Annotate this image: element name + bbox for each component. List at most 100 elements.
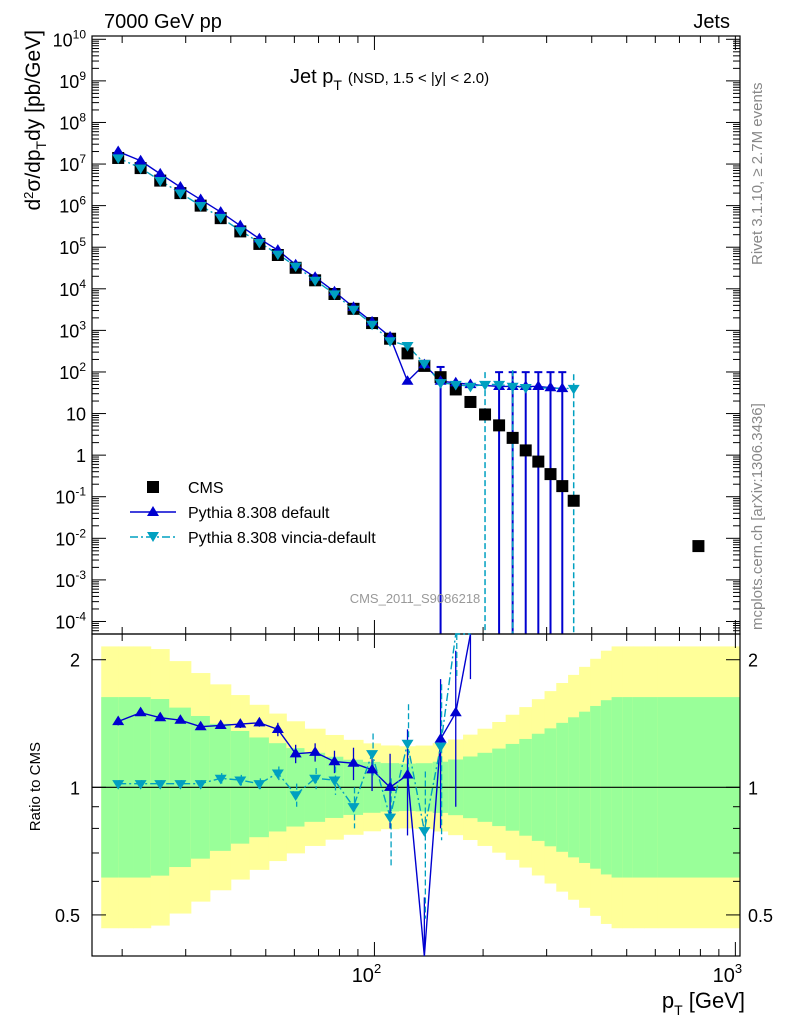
pythia-vincia-marker [154, 176, 167, 187]
cms-marker [519, 444, 532, 457]
pythia-default-marker [134, 154, 147, 165]
cms-marker [401, 347, 414, 360]
ratio-vincia-marker [384, 813, 397, 824]
legend-label-pythia: Pythia 8.308 default [188, 505, 330, 522]
ratio-pythia-marker [309, 746, 322, 756]
pythia-vincia-marker [449, 380, 462, 391]
ratio-pythia-marker [154, 711, 167, 722]
ratio-vincia-marker [418, 827, 431, 837]
ratio-pythia-marker [384, 781, 397, 791]
y-axis-label: d2σ/dpTdy [pb/GeV] [21, 30, 49, 211]
y-tick-label: 10-1 [55, 485, 86, 508]
y-tick-label: 10-3 [55, 568, 86, 591]
legend-marker-cms [147, 481, 159, 493]
ratio-pythia-marker [347, 757, 360, 767]
cms-marker [532, 455, 545, 468]
ratio-pythia-marker [253, 716, 266, 727]
pythia-default-marker [401, 375, 414, 385]
pythia-vincia-marker [234, 227, 247, 237]
pythia-vincia-marker [567, 384, 580, 395]
cms-marker [479, 408, 492, 421]
y-tick-label: 106 [59, 194, 86, 217]
pythia-vincia-marker [519, 384, 532, 394]
pythia-default-marker [194, 193, 207, 204]
pythia-default-marker [556, 382, 569, 393]
pythia-vincia-marker [289, 262, 302, 273]
ratio-vincia-marker [214, 774, 227, 785]
pythia-vincia-marker [493, 380, 506, 391]
pythia-default-marker [154, 167, 167, 178]
pythia-default-marker [544, 381, 557, 392]
pythia-vincia-marker [434, 379, 447, 389]
ratio-vincia-marker [253, 780, 266, 790]
y-tick-label: 1010 [53, 27, 87, 50]
ratio-pythia-marker [401, 768, 414, 779]
ratio-vincia-marker [434, 742, 447, 753]
pythia-vincia-marker [174, 189, 187, 200]
ratio-pythia-marker [271, 723, 284, 733]
legend: CMS Pythia 8.308 default Pythia 8.308 vinc… [130, 480, 376, 547]
ratio-vincia-marker [112, 780, 125, 790]
ratio-frame [91, 633, 741, 957]
pythia-vincia-marker [464, 382, 477, 393]
ratio-vincia-marker [194, 780, 207, 790]
pythia-vincia-marker [214, 213, 227, 224]
ratio-vincia-marker [366, 750, 379, 760]
pythia-vincia-marker [112, 154, 125, 164]
pythia-vincia-marker [194, 202, 207, 212]
x-tick-label: 102 [352, 961, 381, 987]
y-tick-label: 109 [59, 69, 86, 92]
ratio-pythia-marker [434, 733, 447, 743]
pythia-vincia-marker [366, 320, 379, 331]
ratio-pythia-marker [328, 755, 341, 766]
ratio-pythia-marker [449, 706, 462, 717]
ratio-y-tick-label: 2 [70, 651, 80, 671]
header-right: Jets [693, 11, 730, 33]
y-tick-label: 10-2 [55, 526, 86, 549]
y-tick-label: 103 [59, 318, 86, 341]
chart-title: Jet pT (NSD, 1.5 < |y| < 2.0) [290, 66, 489, 93]
ratio-vincia-marker [271, 769, 284, 780]
legend-label-vincia: Pythia 8.308 vincia-default [188, 530, 376, 547]
x-tick-label: 103 [713, 961, 742, 987]
pythia-vincia-marker [271, 250, 284, 261]
ratio-y-tick-label-right: 1 [748, 778, 758, 798]
ratio-vincia-marker [328, 776, 341, 787]
cms-marker [692, 540, 705, 553]
ratio-vincia-marker [289, 791, 302, 801]
main-panel: 10-4 10-3 10-2 10-1 1 10 102 103 104 105 106 107 108… [53, 27, 741, 635]
ratio-pythia-marker [112, 715, 125, 726]
ratio-y-tick-label-right: 0.5 [748, 906, 773, 926]
cms-marker [544, 468, 557, 481]
ratio-vincia-marker [174, 780, 187, 790]
pythia-default-line [117, 150, 563, 390]
pythia-vincia-marker [328, 290, 341, 300]
ratio-vincia-marker [309, 774, 322, 785]
x-axis-label: pT [GeV] [662, 988, 745, 1018]
mcplots-label: mcplots.cern.ch [arXiv:1306.3436] [749, 403, 766, 630]
pythia-vincia-marker [384, 337, 397, 347]
cms-marker [493, 419, 506, 432]
legend-marker-vincia [147, 532, 159, 542]
cms-marker [506, 431, 519, 444]
pythia-vincia-marker [134, 164, 147, 175]
ratio-pythia-marker [289, 747, 302, 758]
pythia-vincia-marker [347, 305, 360, 316]
pythia-vincia-marker [479, 380, 492, 391]
watermark: CMS_2011_S9086218 [350, 591, 481, 606]
pythia-default-marker [214, 206, 227, 216]
pythia-vincia-marker [506, 382, 519, 393]
ratio-y-tick-label: 1 [70, 778, 80, 798]
ratio-vincia-marker [347, 803, 360, 813]
legend-marker-pythia [147, 506, 159, 516]
pythia-default-marker [532, 380, 545, 390]
pythia-vincia-marker [309, 276, 322, 287]
pythia-vincia-marker [401, 342, 414, 352]
y-tick-label: 105 [59, 235, 86, 258]
ratio-vincia-marker [154, 780, 167, 790]
ratio-pythia-marker [134, 706, 147, 717]
ratio-vincia-marker [401, 739, 414, 750]
ratio-y-tick-label: 0.5 [55, 906, 80, 926]
ratio-axis-label: Ratio to CMS [27, 742, 44, 831]
